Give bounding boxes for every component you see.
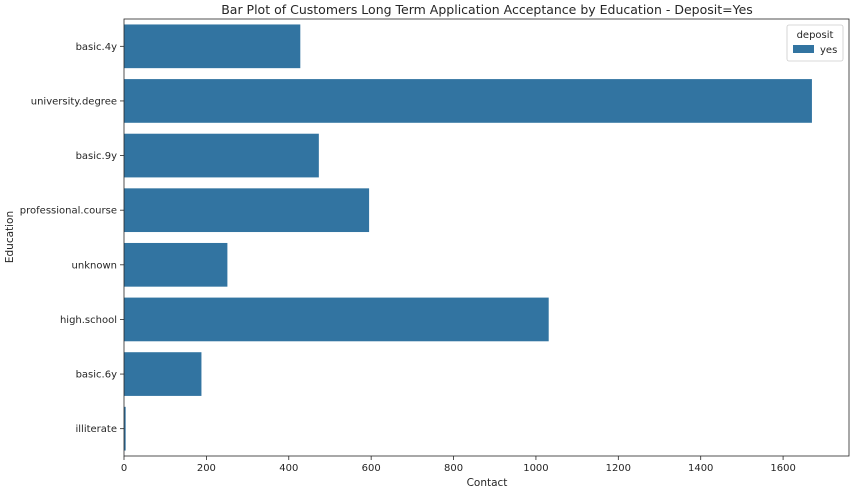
x-tick-label: 800 — [444, 463, 463, 474]
x-tick-label: 0 — [121, 463, 127, 474]
y-ticks: basic.4y university.degree basic.9y profess… — [20, 42, 124, 435]
bar-high-school — [124, 297, 549, 342]
y-tick-label: unknown — [72, 260, 117, 271]
y-tick-label: university.degree — [31, 96, 117, 107]
legend-swatch — [793, 45, 814, 53]
bar-unknown — [124, 242, 228, 287]
legend: deposit yes — [786, 24, 844, 62]
bar-basic-9y — [124, 133, 319, 178]
x-axis-label: Contact — [467, 477, 508, 489]
y-tick-label: high.school — [60, 315, 117, 326]
legend-label: yes — [820, 45, 837, 56]
bar-basic-6y — [124, 352, 202, 396]
x-ticks: 0 200 400 600 800 1000 1200 1400 1600 — [121, 456, 796, 474]
bar-university-degree — [124, 79, 812, 123]
y-tick-label: basic.6y — [76, 370, 118, 381]
y-tick-label: illiterate — [76, 424, 118, 435]
bar-illiterate — [124, 406, 126, 451]
x-tick-label: 1200 — [606, 463, 631, 474]
x-tick-label: 600 — [362, 463, 381, 474]
x-tick-label: 400 — [279, 463, 298, 474]
legend-title: deposit — [797, 30, 834, 41]
x-tick-label: 1400 — [688, 463, 713, 474]
x-tick-label: 1000 — [523, 463, 548, 474]
chart-title: Bar Plot of Customers Long Term Applicat… — [221, 2, 753, 17]
x-tick-label: 1600 — [770, 463, 795, 474]
y-tick-label: basic.9y — [76, 151, 118, 162]
y-tick-label: basic.4y — [76, 42, 118, 53]
bar-professional-course — [124, 188, 370, 233]
bars-group — [124, 24, 812, 451]
y-axis-label: Education — [4, 211, 16, 263]
x-tick-label: 200 — [197, 463, 216, 474]
bar-basic-4y — [124, 24, 301, 69]
plot-frame — [123, 18, 850, 457]
y-tick-label: professional.course — [20, 206, 117, 217]
